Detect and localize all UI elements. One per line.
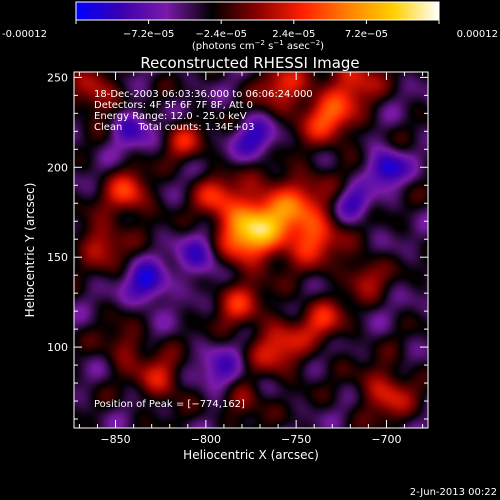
plot-area [73,71,429,429]
colorbar-ticks [75,20,440,24]
y-tick-label-1: 150 [47,251,68,264]
x-tick-label-2: −750 [281,433,311,446]
annotation-detectors: Detectors: 4F 5F 6F 7F 8F, Att 0 [94,100,253,111]
chart-title: Reconstructed RHESSI Image [140,54,359,72]
colorbar-fill [75,1,440,21]
colorbar-tick-label-0: -0.00012 [2,29,47,40]
annotation-clean-counts: Clean Total counts: 1.34E+03 [94,122,254,133]
colorbar-tick-label-1: −7.2e−05 [123,29,175,40]
y-axis-label: Heliocentric Y (arcsec) [23,183,37,318]
peak-position-label: Position of Peak = [−774,162] [94,399,245,410]
colorbar: -0.00012 −7.2e−05 −2.4e−05 2.4e−05 7.2e−… [2,1,498,52]
y-tick-label-0: 100 [47,341,68,354]
x-tick-label-3: −700 [371,433,401,446]
colorbar-tick-label-3: 2.4e−05 [272,29,315,40]
colorbar-tick-label-5: 0.00012 [457,29,498,40]
axis-ticks [74,72,428,428]
colorbar-tick-label-2: −2.4e−05 [195,29,247,40]
y-tick-label-2: 200 [47,161,68,174]
x-tick-label-0: −850 [100,433,130,446]
colorbar-tick-label-4: 7.2e−05 [345,29,388,40]
y-tick-label-3: 250 [47,71,68,84]
x-tick-label-1: −800 [191,433,221,446]
footer-date: 2-Jun-2013 00:22 [410,487,497,498]
annotation-energy-range: Energy Range: 12.0 - 25.0 keV [94,111,247,122]
annotation-time-range: 18-Dec-2003 06:03:36.000 to 06:06:24.000 [94,89,313,100]
x-axis-label: Heliocentric X (arcsec) [183,448,319,462]
heatmap-image [74,72,428,428]
plot-frame [73,71,429,429]
colorbar-unit-label: (photons cm−2 s−1 asec−2) [192,39,324,52]
